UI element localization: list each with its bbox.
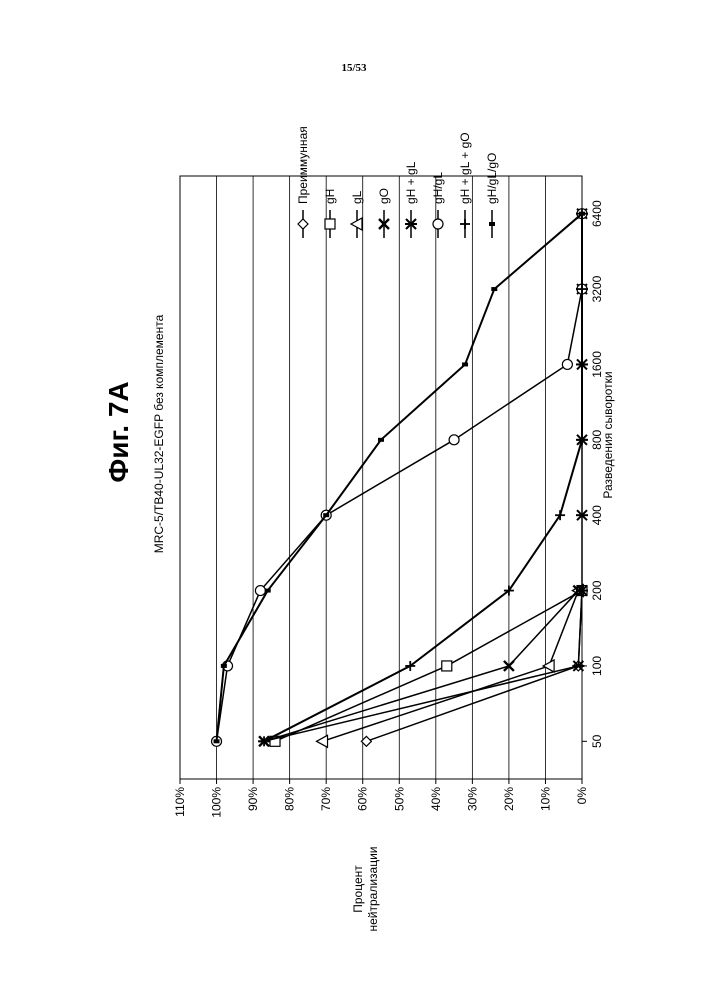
series-point-8 (491, 287, 497, 291)
legend-entry: gH/gL/gO (485, 153, 499, 204)
legend-entry: gH + gL (404, 161, 418, 204)
series-point-8 (579, 212, 585, 216)
y-tick-label: 70% (319, 787, 333, 811)
legend-entry: gH/gL (431, 172, 445, 204)
series-point-8 (214, 739, 220, 743)
y-tick-label: 80% (283, 787, 297, 811)
plot-area: 0% 10% 20% 30% 40% 50% 60% 70% 80% 90% 100% 110% 50 1… (173, 176, 604, 818)
legend-marker (325, 219, 335, 229)
figure-label: Фиг. 7А (103, 381, 134, 482)
x-tick-label: 100 (590, 656, 604, 676)
y-tick-label: 0% (575, 787, 589, 805)
y-tick-label: 40% (429, 787, 443, 811)
series-point-6 (562, 359, 572, 369)
series-point-6 (255, 586, 265, 596)
y-tick-label: 110% (173, 787, 187, 817)
y-tick-label: 90% (246, 787, 260, 811)
y-tick-label: 10% (538, 787, 552, 811)
y-tick-label: 50% (392, 787, 406, 811)
x-tick-label: 6400 (590, 200, 604, 227)
y-tick-label: 20% (502, 787, 516, 811)
x-tick-label: 200 (590, 580, 604, 600)
y-tick-label: 100% (210, 787, 224, 818)
legend-entry: gL (350, 190, 364, 204)
legend-entry: gH + gL + gO (458, 132, 472, 204)
series-point-8 (323, 513, 329, 517)
legend-entry: Преиммунная (296, 126, 310, 204)
x-tick-label: 400 (590, 505, 604, 525)
chart-title: MRC-5/TB40-UL32-EGFP без комплемента (152, 314, 166, 553)
series-point-8 (378, 438, 384, 442)
y-axis-label-line-2: нейтрализации (366, 846, 380, 931)
series-point-2 (442, 661, 452, 671)
x-tick-label: 3200 (590, 275, 604, 302)
series-point-8 (462, 362, 468, 366)
x-tick-label: 50 (590, 734, 604, 748)
x-axis-label: Разведения сыворотки (601, 371, 615, 498)
legend-entry: gO (377, 188, 391, 204)
series-point-6 (449, 435, 459, 445)
y-axis-label-line-1: Процент (351, 865, 365, 913)
y-tick-label: 30% (465, 787, 479, 811)
series-point-8 (265, 589, 271, 593)
legend-marker (489, 222, 495, 226)
y-tick-label: 60% (356, 787, 370, 811)
legend-entry: gH (323, 189, 337, 204)
series-point-8 (221, 664, 227, 668)
legend-marker (433, 219, 443, 229)
